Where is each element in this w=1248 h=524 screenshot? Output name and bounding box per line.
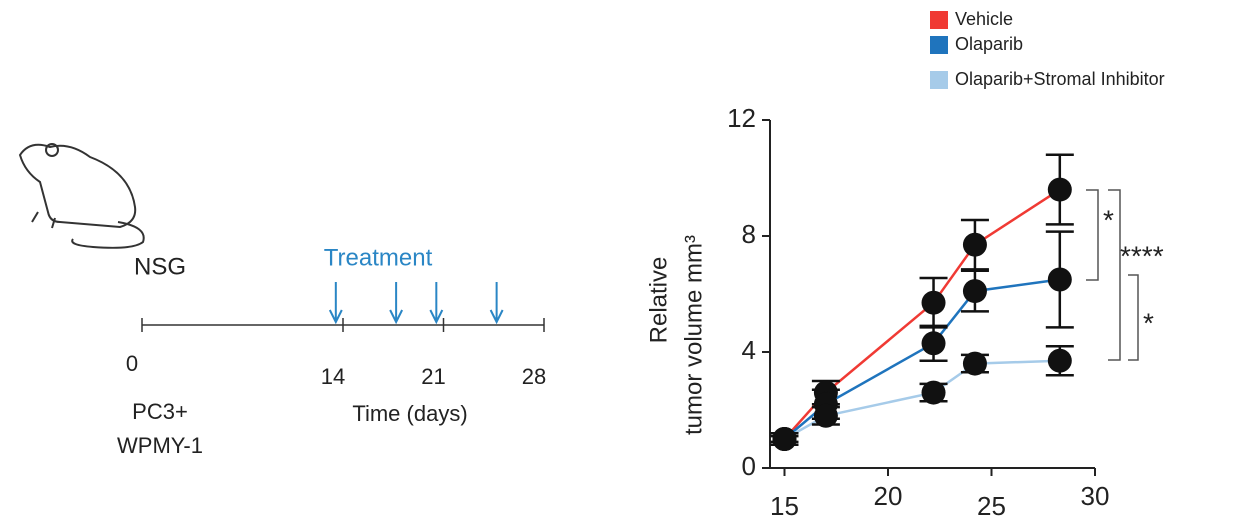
- mouse-icon: [18, 143, 145, 249]
- y-axis-label: Relative: [645, 257, 672, 344]
- x-tick-label: 25: [977, 491, 1006, 521]
- legend-swatch: [930, 11, 948, 29]
- y-tick-label: 12: [727, 103, 756, 133]
- time-axis-label: Time (days): [352, 401, 467, 426]
- y-tick-label: 8: [742, 219, 756, 249]
- strain-label: NSG: [134, 253, 186, 280]
- significance: *: [1143, 307, 1154, 338]
- timeline-tick-label: 21: [421, 364, 445, 389]
- legend-swatch: [930, 36, 948, 54]
- treatment-arrow: [429, 282, 444, 325]
- treatment-arrow: [489, 282, 504, 325]
- y-tick-label: 0: [742, 451, 756, 481]
- legend-label: Vehicle: [955, 9, 1013, 29]
- x-tick-label: 20: [874, 481, 903, 511]
- significance: *: [1103, 204, 1114, 235]
- treatment-label: Treatment: [324, 244, 433, 271]
- data-point: [921, 380, 946, 405]
- x-tick-label: 30: [1081, 481, 1110, 511]
- legend-label: Olaparib+Stromal Inhibitor: [955, 69, 1165, 89]
- legend-label: Olaparib: [955, 34, 1023, 54]
- cells-label: WPMY-1: [117, 433, 203, 458]
- data-point: [772, 427, 797, 451]
- timeline-tick-label: 28: [522, 364, 546, 389]
- timeline-tick-label: 14: [321, 364, 345, 389]
- timeline-tick-label: 0: [126, 351, 138, 376]
- x-tick-label: 15: [770, 491, 799, 521]
- data-point: [962, 279, 987, 304]
- data-point: [1047, 267, 1072, 292]
- y-axis-label: tumor volume mm³: [680, 235, 707, 435]
- data-point: [813, 403, 838, 428]
- y-tick-label: 4: [742, 335, 756, 365]
- data-point: [921, 331, 946, 356]
- data-point: [962, 351, 987, 376]
- data-point: [1047, 177, 1072, 202]
- legend-swatch: [930, 71, 948, 89]
- significance: ****: [1120, 240, 1164, 271]
- treatment-arrow: [389, 282, 404, 325]
- cells-label: PC3+: [132, 399, 188, 424]
- data-point: [962, 232, 987, 257]
- significance-brackets: [1086, 189, 1139, 361]
- data-point: [1047, 348, 1072, 373]
- treatment-arrow: [328, 282, 343, 325]
- data-point: [921, 290, 946, 315]
